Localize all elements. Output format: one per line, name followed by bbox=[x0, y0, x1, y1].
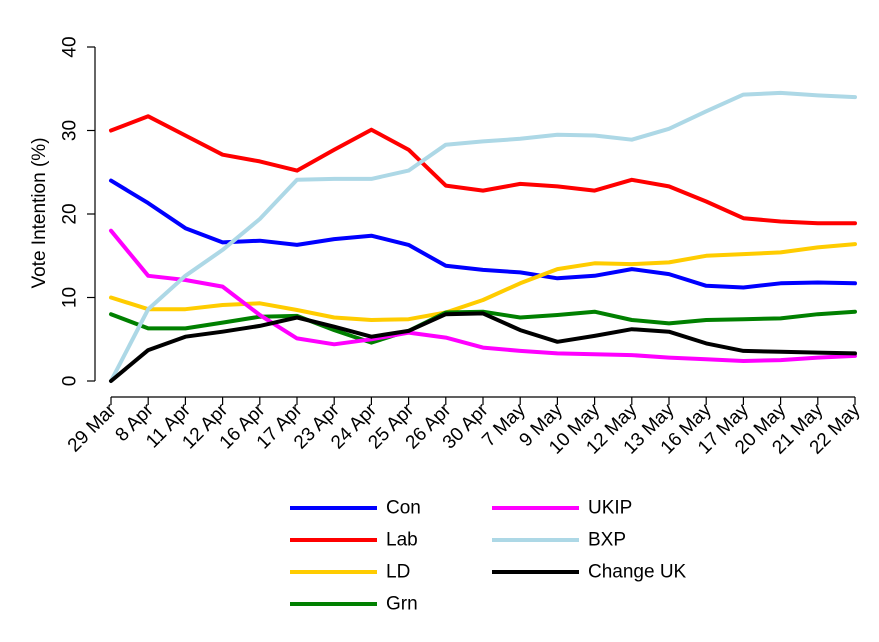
legend-label: Change UK bbox=[588, 562, 687, 583]
x-tick-label: 29 Mar bbox=[64, 399, 121, 456]
y-tick-label: 0 bbox=[60, 376, 81, 387]
legend-label: Con bbox=[386, 498, 421, 519]
y-tick-label: 30 bbox=[60, 120, 81, 141]
y-tick-label: 40 bbox=[60, 36, 81, 57]
y-axis: 0 10 20 30 40 bbox=[60, 36, 96, 386]
legend-label: Lab bbox=[386, 530, 418, 551]
legend-label: BXP bbox=[588, 530, 626, 551]
legend-label: Grn bbox=[386, 594, 418, 615]
series-line-ld bbox=[109, 242, 857, 322]
series-line-grn bbox=[109, 309, 857, 345]
series-line-change-uk bbox=[109, 311, 857, 383]
series-layer bbox=[109, 90, 857, 383]
series-line-con bbox=[109, 178, 857, 290]
legend-label: LD bbox=[386, 562, 410, 583]
series-line-lab bbox=[109, 114, 857, 226]
y-tick-label: 20 bbox=[60, 203, 81, 224]
series-line-bxp bbox=[109, 90, 857, 383]
y-axis-title: Vote Intention (%) bbox=[29, 137, 50, 288]
y-tick-label: 10 bbox=[60, 287, 81, 308]
series-line-ukip bbox=[109, 228, 857, 363]
legend-label: UKIP bbox=[588, 498, 632, 519]
legend: Con Lab LD Grn UKIP BXP Change UK bbox=[290, 498, 687, 615]
